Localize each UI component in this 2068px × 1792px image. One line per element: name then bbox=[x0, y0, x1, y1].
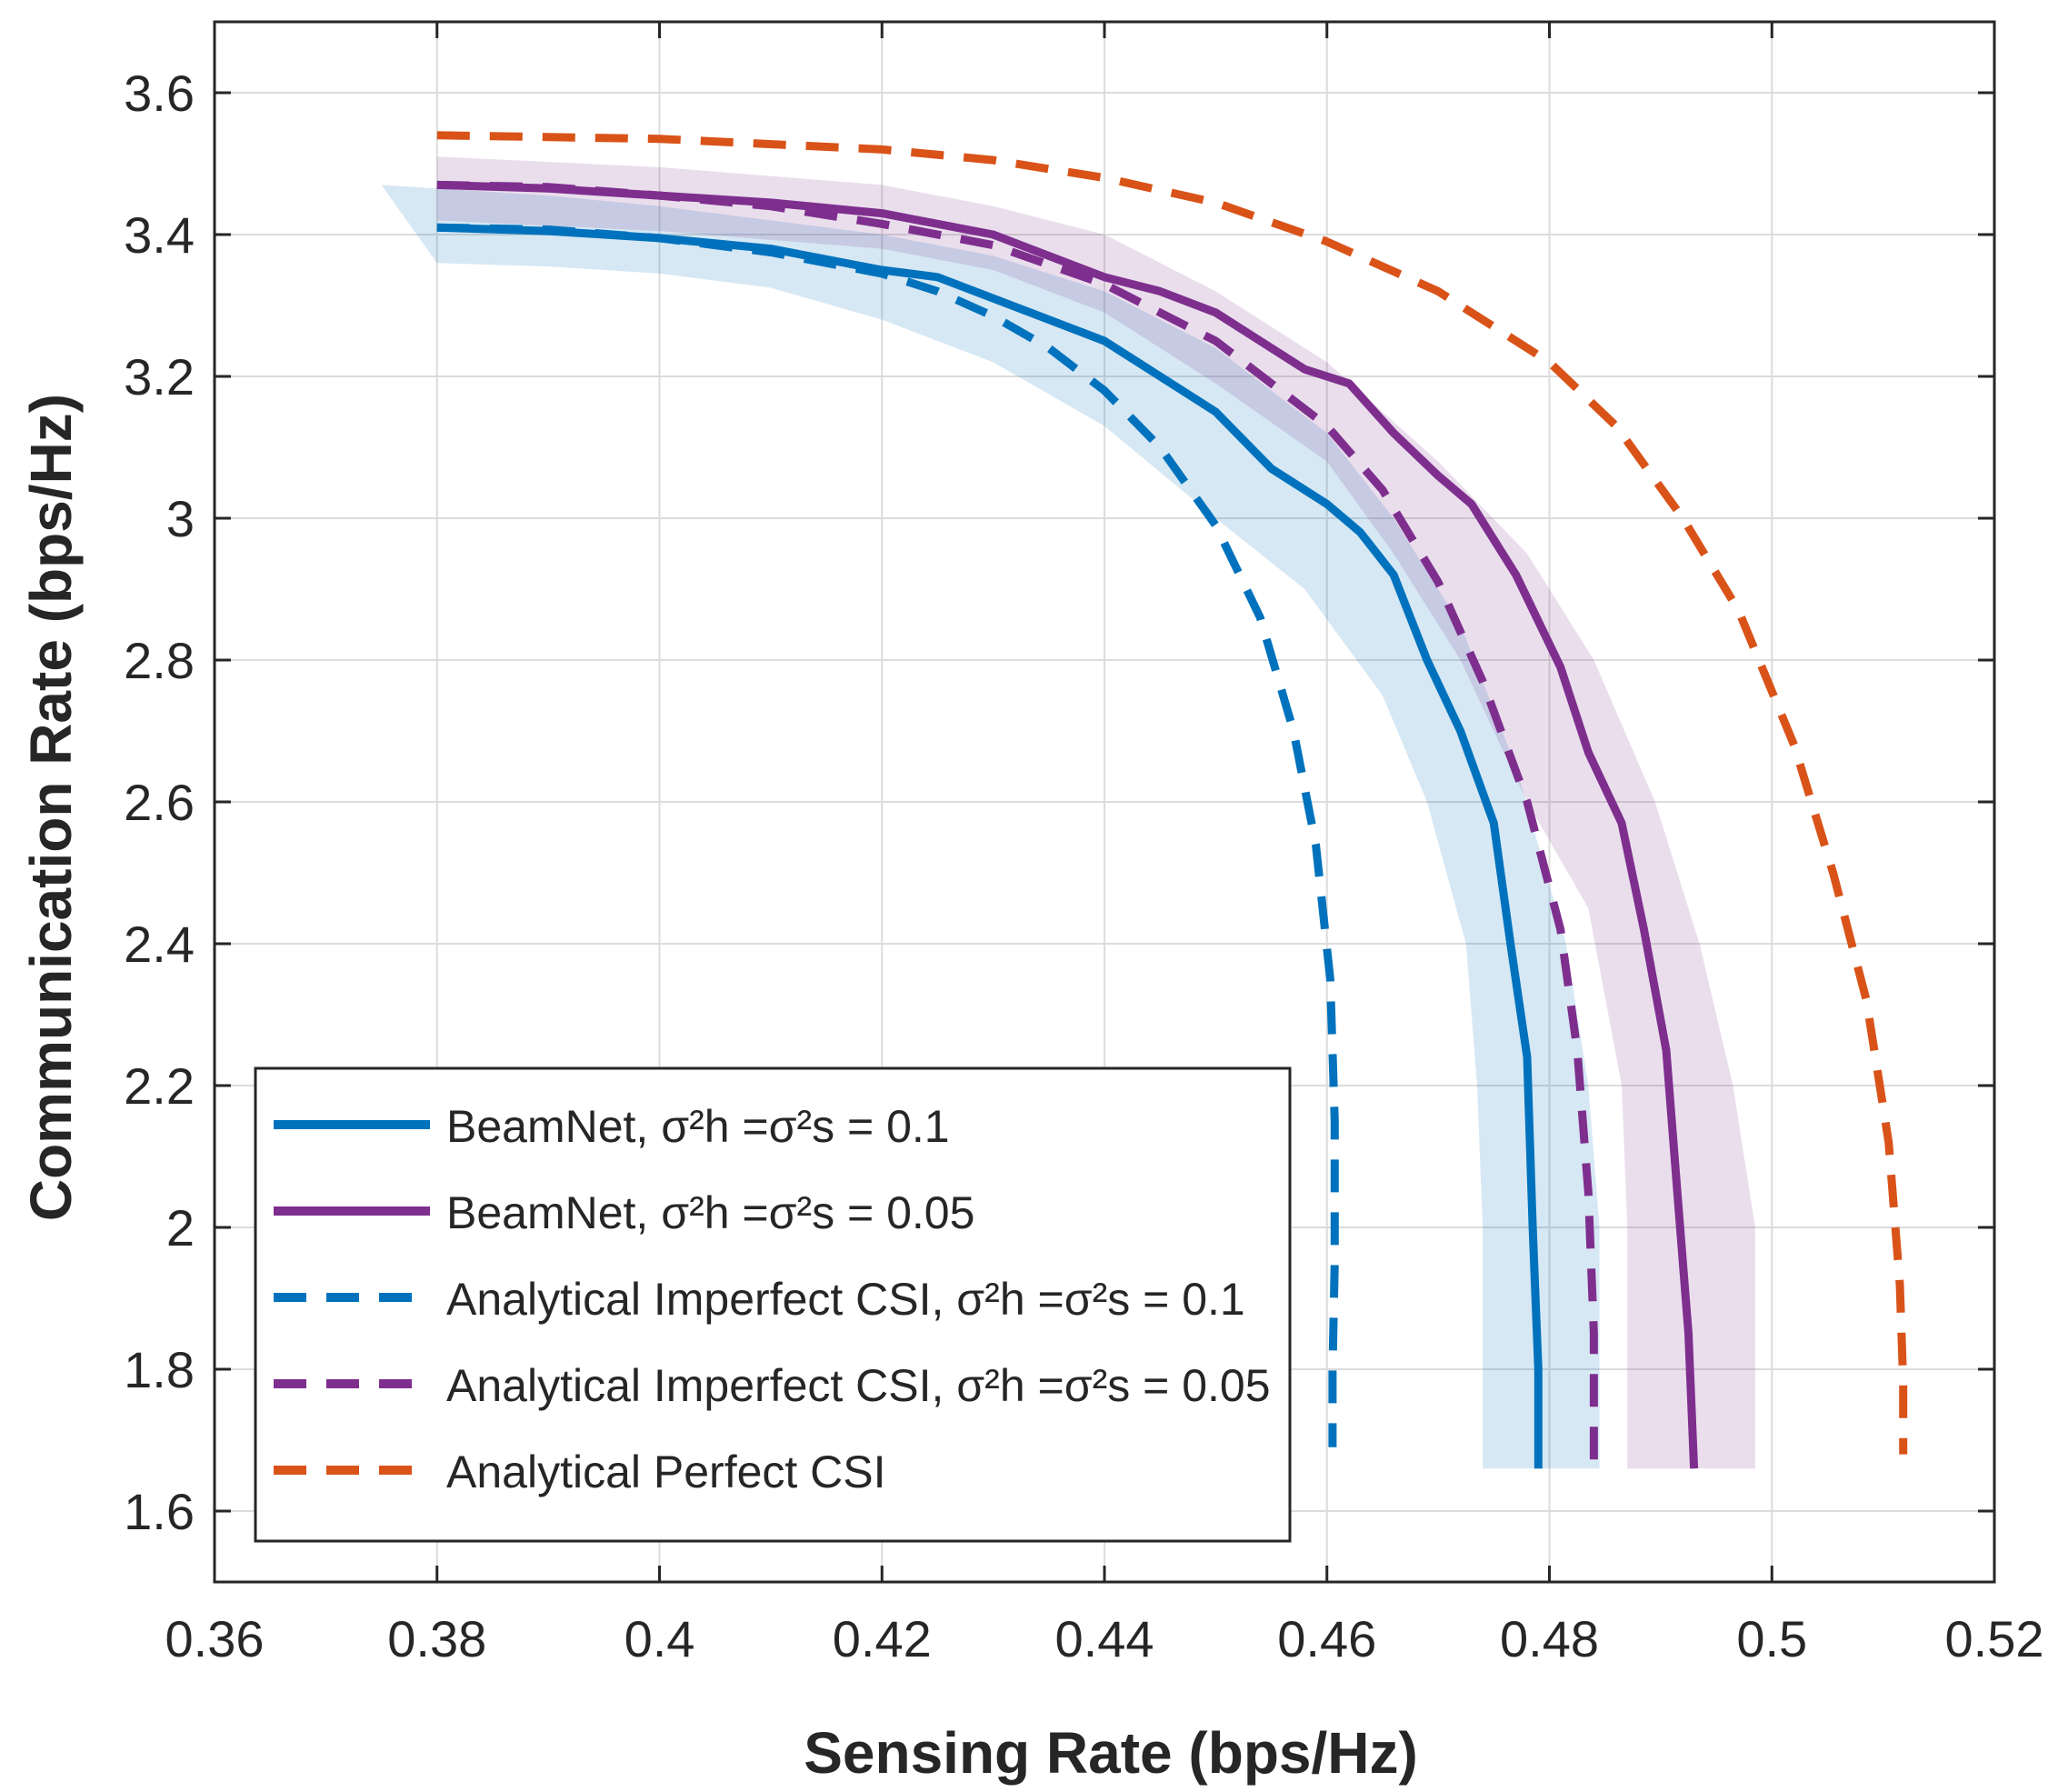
series-line-5 bbox=[436, 131, 1908, 1455]
series-line-3 bbox=[436, 223, 1339, 1447]
series-line-4 bbox=[436, 180, 1598, 1469]
x-tick-label: 0.46 bbox=[1277, 1610, 1376, 1667]
x-tick-label: 0.38 bbox=[387, 1610, 486, 1667]
confidence-band-1 bbox=[381, 185, 1600, 1469]
legend-box bbox=[254, 1066, 1292, 1543]
legend-label-4: Analytical Imperfect CSI, σ²h =σ²s = 0.0… bbox=[446, 1360, 1271, 1411]
legend-label-5: Analytical Perfect CSI bbox=[446, 1447, 886, 1497]
y-tick-label: 2.4 bbox=[124, 916, 195, 973]
series-line-1 bbox=[436, 223, 1543, 1469]
x-tick-label: 0.4 bbox=[624, 1610, 695, 1667]
legend-label-1: BeamNet, σ²h =σ²s = 0.1 bbox=[446, 1101, 950, 1152]
x-tick-labels: 0.36 0.38 0.4 0.42 0.44 0.46 0.48 0.5 0.52 bbox=[165, 1610, 2044, 1667]
y-tick-label: 3.2 bbox=[124, 348, 195, 405]
y-tick-label: 2 bbox=[166, 1199, 195, 1256]
x-tick-label: 0.44 bbox=[1055, 1610, 1154, 1667]
y-tick-label: 2.6 bbox=[124, 774, 195, 831]
x-tick-label: 0.5 bbox=[1736, 1610, 1807, 1667]
y-tick-label: 3.6 bbox=[124, 65, 195, 122]
y-tick-label: 3.4 bbox=[124, 206, 195, 264]
x-tick-label: 0.52 bbox=[1945, 1610, 2044, 1667]
y-tick-label: 2.2 bbox=[124, 1057, 195, 1115]
y-tick-label: 1.6 bbox=[124, 1483, 195, 1540]
y-axis-label: Communication Rate (bps/Hz) bbox=[18, 394, 84, 1221]
y-tick-label: 3 bbox=[166, 490, 195, 547]
x-tick-label: 0.42 bbox=[833, 1610, 932, 1667]
legend-label-3: Analytical Imperfect CSI, σ²h =σ²s = 0.1 bbox=[446, 1274, 1245, 1325]
series-lines bbox=[436, 131, 1908, 1469]
series-line-2 bbox=[436, 180, 1699, 1469]
x-tick-label: 0.36 bbox=[165, 1610, 265, 1667]
confidence-band-2 bbox=[436, 156, 1755, 1469]
legend: BeamNet, σ²h =σ²s = 0.1 BeamNet, σ²h =σ²s… bbox=[254, 1066, 1292, 1543]
x-axis-label: Sensing Rate (bps/Hz) bbox=[804, 1720, 1418, 1786]
legend-label-2: BeamNet, σ²h =σ²s = 0.05 bbox=[446, 1187, 974, 1238]
tick-marks bbox=[213, 22, 1996, 1582]
x-tick-label: 0.48 bbox=[1500, 1610, 1599, 1667]
y-tick-labels: 1.6 1.8 2 2.2 2.4 2.6 2.8 3 3.2 3.4 3.6 bbox=[124, 65, 195, 1540]
y-tick-label: 2.8 bbox=[124, 632, 195, 689]
confidence-bands bbox=[381, 156, 1755, 1469]
y-tick-label: 1.8 bbox=[124, 1341, 195, 1398]
